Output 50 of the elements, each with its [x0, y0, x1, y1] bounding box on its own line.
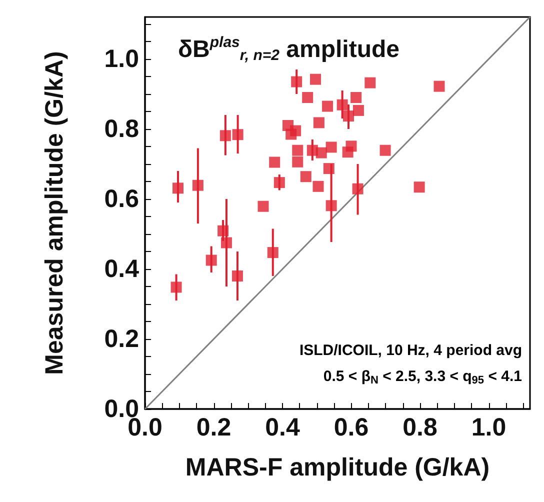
point — [274, 177, 285, 188]
point — [316, 147, 327, 158]
point — [434, 80, 445, 92]
point — [336, 99, 348, 110]
point — [310, 74, 321, 85]
point — [364, 77, 376, 88]
point — [269, 156, 280, 168]
y-tick-label: 0.2 — [104, 325, 139, 353]
point — [350, 92, 362, 103]
point — [380, 144, 391, 156]
point — [343, 110, 354, 122]
point — [290, 125, 302, 136]
point — [302, 92, 314, 103]
y-tick-label: 0.6 — [104, 185, 139, 213]
point — [352, 183, 364, 194]
x-tick-label: 0.2 — [196, 414, 232, 442]
point — [232, 129, 244, 140]
point — [322, 100, 334, 112]
x-tick-label: 0.8 — [402, 414, 438, 442]
point — [232, 270, 243, 282]
point — [220, 130, 231, 142]
point — [312, 180, 324, 192]
point — [346, 140, 357, 152]
point — [326, 200, 337, 212]
point — [220, 237, 232, 248]
point — [172, 182, 184, 194]
point — [292, 156, 304, 168]
point — [326, 142, 337, 153]
point — [352, 104, 364, 116]
point — [267, 247, 278, 258]
point — [291, 76, 302, 88]
x-tick-label: 0.6 — [334, 414, 369, 442]
y-tick-label: 0.8 — [104, 115, 140, 143]
annotation: ISLD/ICOIL, 10 Hz, 4 period avg — [299, 342, 522, 359]
point — [218, 225, 229, 236]
x-axis-title: MARS-F amplitude (G/kA) — [185, 454, 490, 482]
x-tick-label: 1.0 — [471, 414, 506, 442]
point — [258, 200, 269, 212]
y-axis-title: Measured amplitude (G/kA) — [40, 51, 68, 375]
point — [170, 282, 182, 293]
y-tick-label: 0.4 — [104, 255, 140, 283]
point — [313, 117, 324, 128]
point — [300, 171, 312, 182]
point — [192, 180, 204, 191]
x-tick-label: 0.4 — [265, 414, 300, 442]
point — [414, 182, 425, 193]
point — [206, 254, 217, 266]
point — [292, 144, 304, 156]
y-tick-label: 1.0 — [104, 45, 139, 73]
point — [323, 163, 334, 174]
